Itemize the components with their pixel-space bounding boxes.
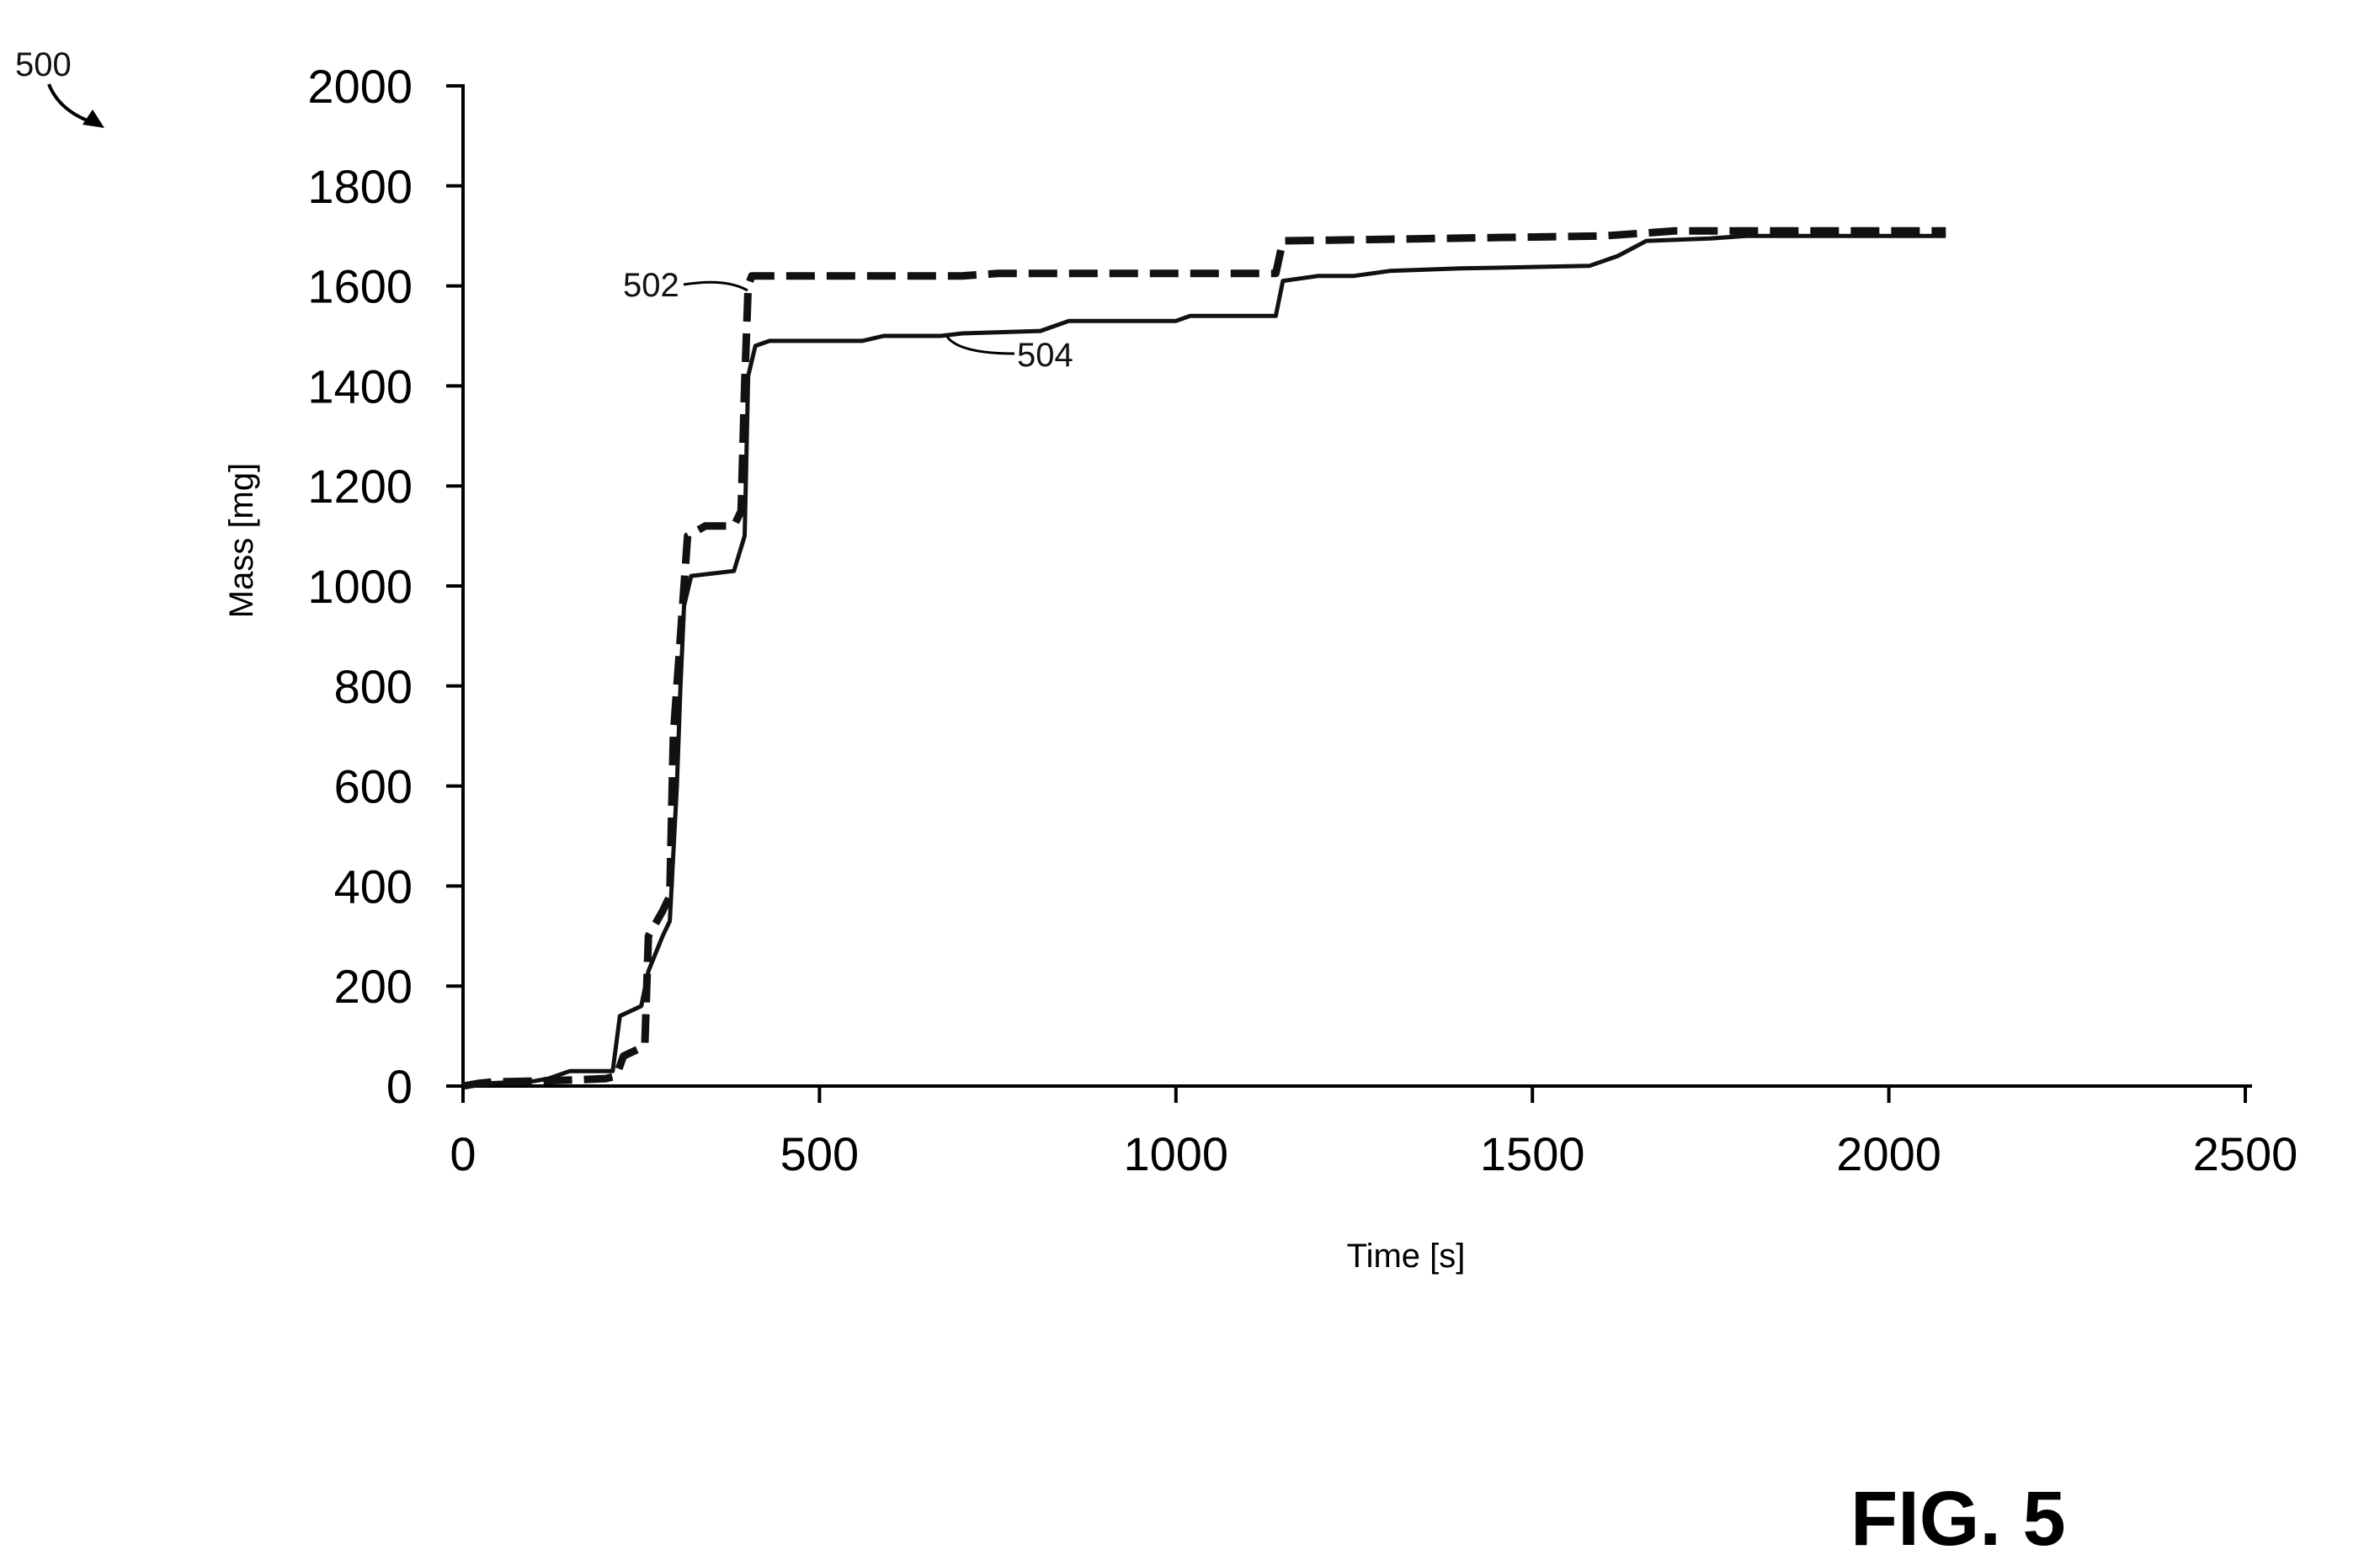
y-tick-label: 0 xyxy=(386,1060,413,1113)
y-tick-label: 2000 xyxy=(307,60,413,113)
figure-ref-arrowhead xyxy=(83,109,104,128)
annotation-layer: 502 504 xyxy=(623,267,1073,374)
y-tick-label: 1000 xyxy=(307,560,413,613)
series-layer xyxy=(462,226,1946,1090)
x-axis-ticks: 0 500 1000 1500 2000 2500 xyxy=(450,1086,2297,1180)
annotation-leader-502 xyxy=(683,280,748,292)
series-line-502 xyxy=(462,226,1946,1090)
x-tick-label: 0 xyxy=(450,1127,476,1180)
y-tick-label: 600 xyxy=(334,760,413,813)
y-tick-label: 800 xyxy=(334,660,413,713)
annotation-label-504: 504 xyxy=(1017,337,1073,374)
plot-area: 0 200 400 600 800 1000 1200 1400 1600 1800 2000 0 5… xyxy=(307,60,2297,1180)
annotation-label-502: 502 xyxy=(623,267,679,304)
x-tick-label: 1500 xyxy=(1480,1127,1585,1180)
y-axis-title: Mass [mg] xyxy=(223,463,260,618)
y-tick-label: 1600 xyxy=(307,260,413,313)
figure-label: FIG. 5 xyxy=(1850,1476,2066,1555)
figure-reference: 500 xyxy=(15,46,104,128)
series-line-504 xyxy=(462,233,1946,1089)
figure-ref-number: 500 xyxy=(15,46,72,83)
x-tick-label: 500 xyxy=(780,1127,859,1180)
y-tick-label: 1800 xyxy=(307,160,413,213)
annotation-leader-504 xyxy=(945,336,1015,355)
x-axis-title: Time [s] xyxy=(1347,1238,1466,1275)
x-tick-label: 2500 xyxy=(2193,1127,2298,1180)
y-axis-ticks: 0 200 400 600 800 1000 1200 1400 1600 1800 2000 xyxy=(307,60,463,1113)
x-tick-label: 1000 xyxy=(1124,1127,1229,1180)
y-tick-label: 200 xyxy=(334,960,413,1013)
x-tick-label: 2000 xyxy=(1836,1127,1941,1180)
y-tick-label: 1400 xyxy=(307,359,413,413)
y-tick-label: 1200 xyxy=(307,460,413,513)
y-tick-label: 400 xyxy=(334,860,413,913)
